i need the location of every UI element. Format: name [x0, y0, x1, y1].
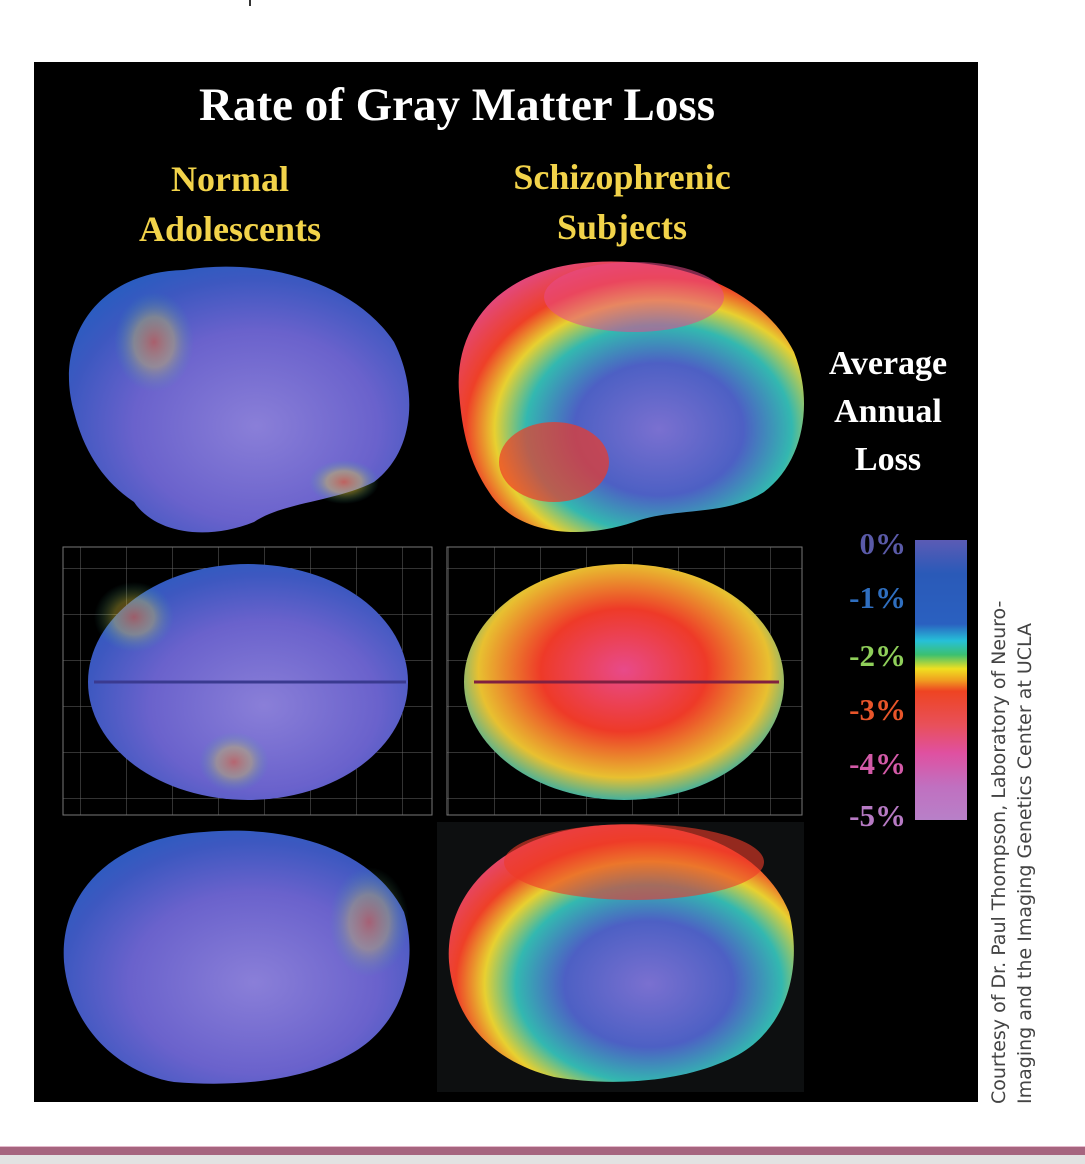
- brain-schizophrenic-lateral: [458, 261, 804, 532]
- legend-label: -3%: [849, 692, 906, 727]
- heading-line: Subjects: [556, 207, 687, 247]
- column-heading-schizophrenic: Schizophrenic Subjects: [472, 152, 772, 252]
- credit-line: Courtesy of Dr. Paul Thompson, Laborator…: [988, 600, 1010, 1104]
- heading-line: Schizophrenic: [513, 157, 731, 197]
- brain-images: [62, 261, 967, 1092]
- brain-normal-medial: [63, 830, 410, 1084]
- page-mark: [249, 0, 251, 6]
- figure-title: Rate of Gray Matter Loss: [199, 79, 715, 131]
- legend-title: Average Annual Loss: [804, 340, 972, 484]
- brain-normal-lateral: [68, 266, 410, 533]
- legend-label: -5%: [849, 798, 906, 833]
- legend-title-line: Average: [828, 345, 948, 382]
- heading-line: Normal: [171, 159, 289, 199]
- legend-label: -1%: [849, 580, 906, 615]
- credit-line: Imaging and the Imaging Genetics Center …: [1014, 622, 1036, 1104]
- legend-label: -2%: [849, 638, 906, 673]
- legend-label: -4%: [849, 746, 906, 781]
- legend-title-line: Annual: [834, 393, 942, 430]
- legend-title-line: Loss: [854, 441, 922, 478]
- figure-panel: Rate of Gray Matter Loss Normal Adolesce…: [34, 62, 978, 1102]
- grid-box-schizophrenic: [446, 546, 803, 816]
- image-credit: Courtesy of Dr. Paul Thompson, Laborator…: [986, 504, 1038, 1104]
- column-heading-normal: Normal Adolescents: [94, 154, 366, 254]
- brain-schizophrenic-medial: [437, 822, 804, 1092]
- page-divider-bar: [0, 1146, 1085, 1156]
- legend-label: 0%: [859, 526, 907, 561]
- legend-colorbar: [915, 540, 967, 820]
- page-footer-strip: [0, 1155, 1085, 1164]
- grid-box-normal: [62, 546, 433, 816]
- heading-line: Adolescents: [139, 209, 321, 249]
